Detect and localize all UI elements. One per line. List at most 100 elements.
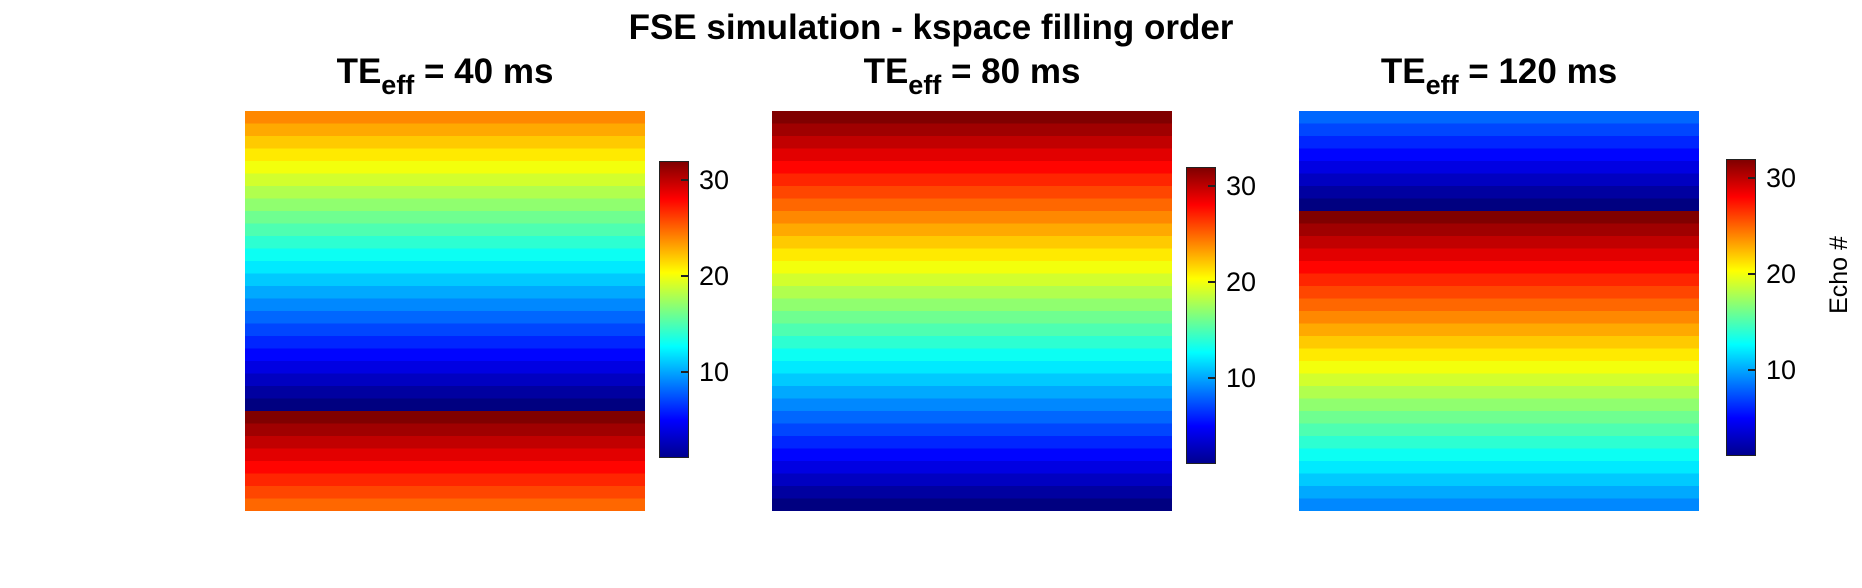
colorbar-tick [1748,273,1756,275]
heatmap-1 [245,111,645,511]
heatmap-row [772,361,1172,375]
panel-title-2-rest: = 80 ms [941,52,1081,91]
heatmap-row [772,461,1172,475]
colorbar-tick [1748,177,1756,179]
heatmap-row [245,486,645,500]
colorbar-tick [1748,369,1756,371]
heatmap-row [772,323,1172,337]
heatmap-row [245,448,645,462]
heatmap-2 [772,111,1172,511]
heatmap-row [772,286,1172,300]
heatmap-row [772,398,1172,412]
heatmap-row [1299,486,1699,500]
colorbar-3-label: Echo # [1825,236,1853,314]
panel-title-1-sub: eff [381,69,415,100]
heatmap-row [245,211,645,225]
heatmap-row [245,186,645,200]
colorbar-tick [681,275,689,277]
colorbar-tick-label: 20 [699,260,730,291]
heatmap-row [245,298,645,312]
heatmap-3 [1299,111,1699,511]
heatmap-row [1299,498,1699,511]
panel-title-2-main: TE [863,52,909,91]
heatmap-row [1299,461,1699,475]
heatmap-row [1299,361,1699,375]
heatmap-row [245,436,645,450]
heatmap-row [245,261,645,275]
heatmap-row [772,348,1172,362]
heatmap-row [772,186,1172,200]
heatmap-row [245,361,645,375]
heatmap-row [772,136,1172,150]
heatmap-row [1299,248,1699,262]
heatmap-row [1299,173,1699,187]
heatmap-row [1299,223,1699,237]
heatmap-row [245,198,645,212]
heatmap-row [245,336,645,350]
heatmap-row [245,348,645,362]
heatmap-row [772,148,1172,162]
heatmap-row [1299,323,1699,337]
colorbar-3 [1726,159,1756,456]
heatmap-row [245,236,645,250]
heatmap-row [245,498,645,511]
colorbar-tick-label: 30 [699,165,730,196]
heatmap-row [772,248,1172,262]
panel-title-2: TEeff = 80 ms [772,52,1172,98]
heatmap-row [1299,211,1699,225]
heatmap-row [772,236,1172,250]
heatmap-row [1299,436,1699,450]
heatmap-row [772,436,1172,450]
heatmap-row [772,336,1172,350]
heatmap-row [772,498,1172,511]
heatmap-row [1299,136,1699,150]
heatmap-row [772,298,1172,312]
heatmap-row [772,423,1172,437]
heatmap-row [245,173,645,187]
heatmap-row [772,311,1172,325]
heatmap-row [772,111,1172,125]
heatmap-row [1299,336,1699,350]
heatmap-row [1299,348,1699,362]
colorbar-tick-label: 10 [699,356,730,387]
heatmap-row [245,461,645,475]
colorbar-2 [1186,167,1216,464]
heatmap-row [1299,448,1699,462]
heatmap-row [1299,198,1699,212]
panel-title-2-sub: eff [908,69,942,100]
heatmap-row [245,373,645,387]
panel-title-3-main: TE [1380,52,1426,91]
panel-title-1-main: TE [336,52,382,91]
heatmap-row [772,486,1172,500]
heatmap-row [1299,423,1699,437]
colorbar-tick [681,179,689,181]
heatmap-row [245,473,645,487]
heatmap-row [1299,298,1699,312]
heatmap-row [245,398,645,412]
panel-title-3-sub: eff [1425,69,1459,100]
colorbar-tick-label: 20 [1226,266,1257,297]
heatmap-row [1299,398,1699,412]
heatmap-row [772,198,1172,212]
heatmap-row [772,473,1172,487]
heatmap-row [1299,273,1699,287]
heatmap-row [245,423,645,437]
heatmap-row [1299,261,1699,275]
colorbar-tick [1208,281,1216,283]
colorbar-tick-label: 10 [1226,362,1257,393]
heatmap-row [772,448,1172,462]
heatmap-row [1299,186,1699,200]
heatmap-row [772,373,1172,387]
heatmap-row [1299,161,1699,175]
heatmap-row [245,148,645,162]
heatmap-row [1299,148,1699,162]
heatmap-row [772,386,1172,400]
heatmap-row [772,173,1172,187]
panel-title-3-rest: = 120 ms [1458,52,1618,91]
panel-title-1: TEeff = 40 ms [245,52,645,98]
colorbar-tick-label: 10 [1766,354,1797,385]
heatmap-row [245,311,645,325]
heatmap-row [1299,411,1699,425]
heatmap-row [245,123,645,137]
heatmap-row [772,411,1172,425]
